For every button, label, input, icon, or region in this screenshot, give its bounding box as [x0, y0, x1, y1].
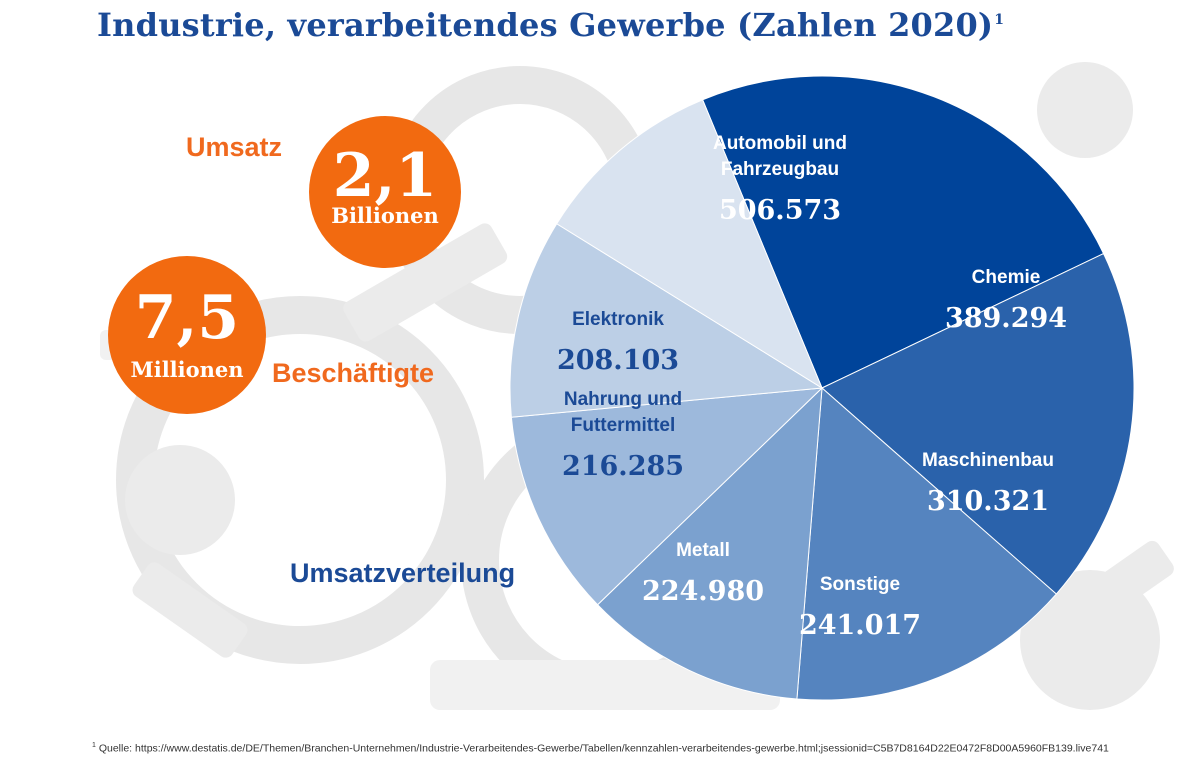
revenue-unit: Billionen	[331, 203, 439, 228]
gear-icon	[1037, 62, 1133, 158]
slice-label: Fahrzeugbau	[721, 159, 839, 180]
page-title: Industrie, verarbeitendes Gewerbe (Zahle…	[97, 6, 1005, 44]
pie-slice	[510, 387, 824, 606]
pie-slice	[596, 386, 823, 700]
footnote: 1 Quelle: https://www.destatis.de/DE/The…	[92, 742, 1109, 755]
revenue-circle: 2,1 Billionen	[309, 116, 461, 268]
slice-value: 310.321	[927, 486, 1049, 517]
slice-value: 216.285	[562, 451, 684, 482]
pie-slice	[509, 223, 824, 418]
slice-value: 208.103	[557, 345, 679, 376]
slice-label: Nahrung und	[564, 389, 682, 410]
employees-unit: Millionen	[130, 357, 244, 382]
pie-slice	[556, 99, 824, 390]
slice-value: 224.980	[642, 576, 764, 607]
pie-slice	[701, 75, 1105, 389]
slice-label: Maschinenbau	[922, 450, 1054, 471]
slice-label: Metall	[676, 540, 730, 561]
slice-label: Chemie	[972, 267, 1041, 288]
employees-circle: 7,5 Millionen	[108, 256, 266, 414]
employees-label: Beschäftigte	[272, 358, 435, 388]
slice-label: Futtermittel	[571, 415, 676, 436]
footnote-mark: 1	[92, 742, 96, 749]
slice-label: Automobil und	[713, 133, 847, 154]
slice-value: 389.294	[945, 303, 1067, 334]
slice-value: 506.573	[719, 195, 841, 226]
employees-value: 7,5	[134, 283, 240, 353]
slice-label: Sonstige	[820, 574, 900, 595]
footnote-text: Quelle: https://www.destatis.de/DE/Theme…	[98, 742, 1109, 755]
pie-slice	[796, 386, 1057, 701]
pie-slice	[821, 252, 1135, 595]
revenue-label: Umsatz	[186, 132, 283, 162]
distribution-label: Umsatzverteilung	[290, 558, 516, 588]
slice-value: 241.017	[799, 610, 921, 641]
revenue-value: 2,1	[332, 141, 438, 211]
footnote-mark: 1	[994, 12, 1005, 29]
gear-icon	[125, 445, 235, 555]
slice-label: Elektronik	[572, 309, 664, 330]
